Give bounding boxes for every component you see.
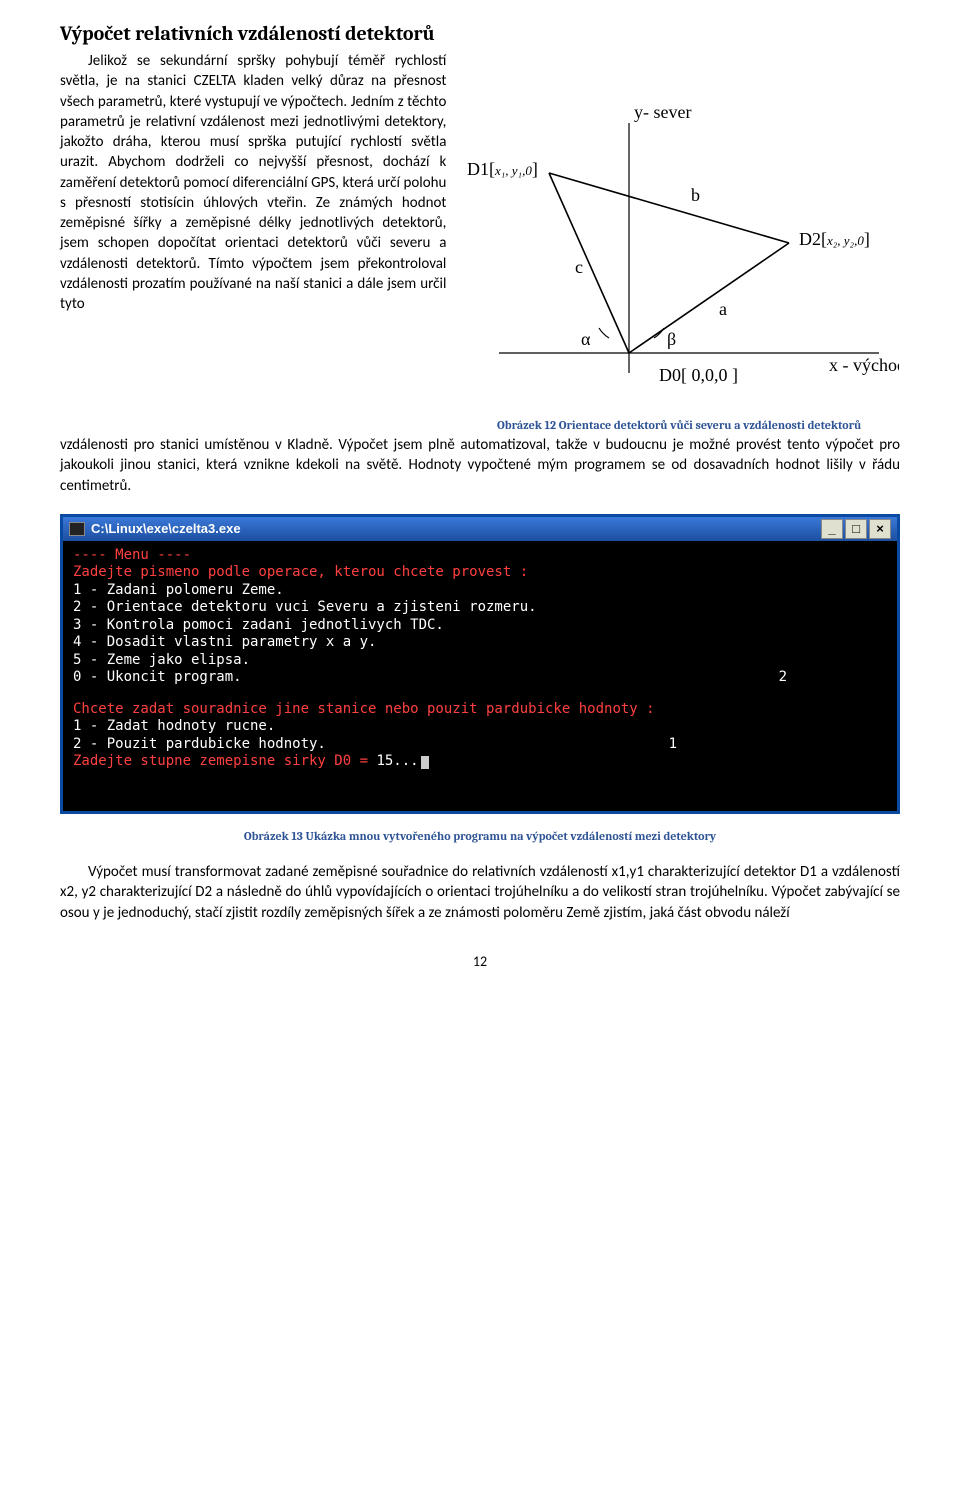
terminal-title-text: C:\Linux\exe\czelta3.exe	[91, 521, 241, 537]
side-b-label: b	[691, 185, 700, 205]
terminal-input-2: 1	[669, 736, 677, 754]
terminal-opt-2: 2 - Orientace detektoru vuci Severu a zj…	[73, 599, 887, 617]
d2-label: D2[x₂, y₂,0]	[799, 229, 870, 249]
x-axis-label: x - východ	[829, 355, 899, 375]
side-c-label: c	[575, 257, 583, 277]
paragraph-2: Výpočet musí transformovat zadané zeměpi…	[60, 862, 900, 923]
alpha-label: α	[581, 329, 591, 349]
two-column-layout: Jelikož se sekundární spršky pohybují té…	[60, 51, 900, 433]
minimize-button[interactable]: _	[821, 519, 843, 539]
close-button[interactable]: ×	[869, 519, 891, 539]
side-a-label: a	[719, 299, 727, 319]
section-heading: Výpočet relativních vzdáleností detektor…	[60, 20, 900, 47]
d0-label: D0[ 0,0,0 ]	[659, 365, 738, 385]
figure-13: C:\Linux\exe\czelta3.exe _ □ × ---- Menu…	[60, 514, 900, 844]
terminal-input-3: 15...	[376, 753, 418, 769]
terminal-prompt-1: Zadejte pismeno podle operace, kterou ch…	[73, 564, 887, 582]
page-number: 12	[60, 953, 900, 972]
terminal-titlebar: C:\Linux\exe\czelta3.exe _ □ ×	[63, 517, 897, 541]
terminal-opt-5: 5 - Zeme jako elipsa.	[73, 652, 887, 670]
figure-12-caption: Obrázek 12 Orientace detektorů vůči seve…	[497, 417, 861, 433]
cursor-icon	[421, 756, 429, 769]
terminal-opt-4: 4 - Dosadit vlastni parametry x a y.	[73, 634, 887, 652]
paragraph-1: Jelikož se sekundární spršky pohybují té…	[60, 51, 446, 314]
orientation-diagram: y- sever x - východ D1[x₁, y₁,0] D2[x₂, …	[459, 93, 899, 413]
terminal-opt-1: 1 - Zadani polomeru Zeme.	[73, 582, 887, 600]
paragraph-1-continued: vzdálenosti pro stanici umístěnou v Klad…	[60, 435, 900, 496]
terminal-opt2-2-row: 2 - Pouzit pardubicke hodnoty. 1	[73, 736, 887, 754]
terminal-input-1: 2	[779, 669, 787, 687]
terminal-window: C:\Linux\exe\czelta3.exe _ □ × ---- Menu…	[60, 514, 900, 814]
terminal-opt-0: 0 - Ukoncit program.	[73, 669, 242, 687]
terminal-body: ---- Menu ---- Zadejte pismeno podle ope…	[63, 541, 897, 811]
window-controls: _ □ ×	[821, 519, 891, 539]
body-text-left: Jelikož se sekundární spršky pohybují té…	[60, 51, 446, 433]
terminal-app-icon	[69, 522, 85, 536]
terminal-prompt-3: Zadejte stupne zemepisne sirky D0 =	[73, 753, 376, 769]
terminal-menu-header: ---- Menu ----	[73, 547, 887, 565]
terminal-opt2-1: 1 - Zadat hodnoty rucne.	[73, 718, 887, 736]
figure-13-caption: Obrázek 13 Ukázka mnou vytvořeného progr…	[60, 828, 900, 844]
terminal-prompt-2: Chcete zadat souradnice jine stanice neb…	[73, 701, 887, 719]
terminal-opt-0-row: 0 - Ukoncit program. 2	[73, 669, 887, 687]
terminal-prompt-3-row: Zadejte stupne zemepisne sirky D0 = 15..…	[73, 753, 887, 771]
paragraph-2-text: Výpočet musí transformovat zadané zeměpi…	[60, 863, 900, 922]
terminal-opt-3: 3 - Kontrola pomoci zadani jednotlivych …	[73, 617, 887, 635]
y-axis-label: y- sever	[634, 102, 691, 122]
beta-label: β	[667, 329, 676, 349]
paragraph-1-text: Jelikož se sekundární spršky pohybují té…	[60, 52, 446, 313]
maximize-button[interactable]: □	[845, 519, 867, 539]
terminal-opt2-2: 2 - Pouzit pardubicke hodnoty.	[73, 736, 326, 754]
d1-label: D1[x₁, y₁,0]	[467, 159, 538, 179]
figure-12: y- sever x - východ D1[x₁, y₁,0] D2[x₂, …	[458, 51, 900, 433]
